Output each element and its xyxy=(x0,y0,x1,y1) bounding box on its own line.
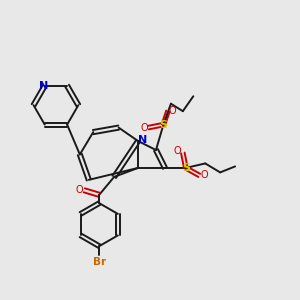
Text: O: O xyxy=(169,106,176,116)
Text: S: S xyxy=(159,120,167,130)
Text: O: O xyxy=(201,170,208,180)
Text: O: O xyxy=(174,146,181,157)
Text: N: N xyxy=(39,81,48,91)
Text: O: O xyxy=(140,123,148,133)
Text: Br: Br xyxy=(93,257,106,267)
Text: S: S xyxy=(182,163,190,173)
Text: O: O xyxy=(75,185,83,195)
Text: N: N xyxy=(138,134,147,145)
